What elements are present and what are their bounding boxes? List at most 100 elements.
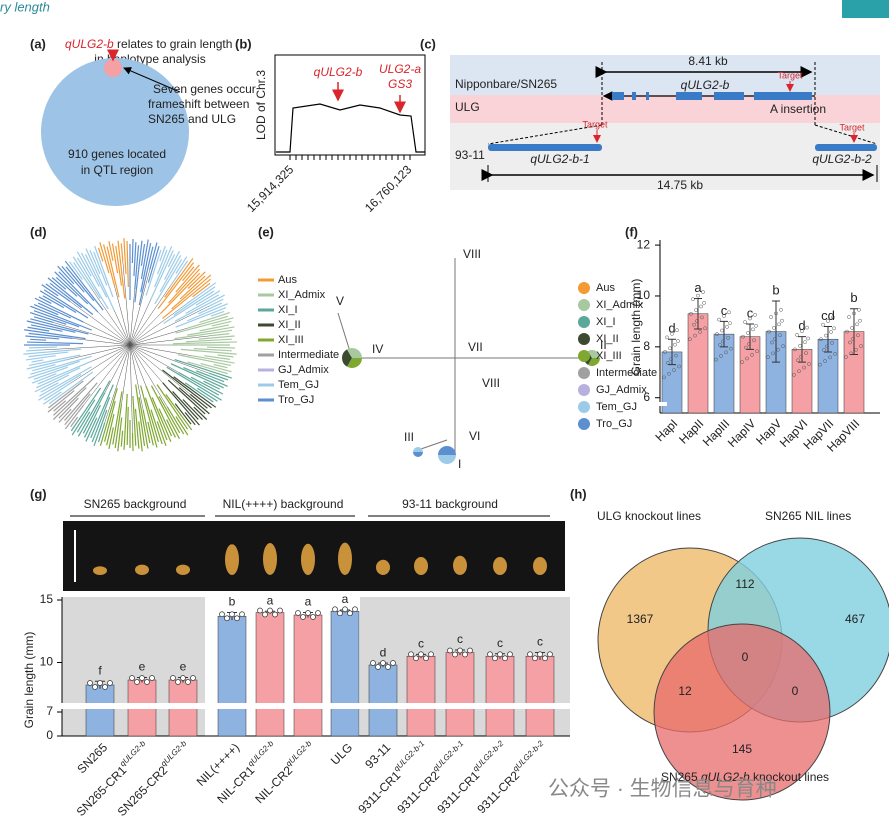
line xyxy=(91,344,131,362)
significance-letter: e xyxy=(180,660,187,674)
sample-dot xyxy=(676,339,680,343)
line xyxy=(129,313,161,346)
error-bar xyxy=(694,298,702,330)
significance-letter: cd xyxy=(821,308,835,323)
label: Grain length (mm) xyxy=(22,632,36,729)
sample-dot xyxy=(670,331,674,336)
line xyxy=(36,367,81,389)
title-line: qULG2-b relates to grain length xyxy=(65,37,232,51)
line xyxy=(84,254,108,298)
line xyxy=(43,289,89,319)
sample-dot xyxy=(755,349,759,354)
venn-count: 1367 xyxy=(627,612,654,626)
line xyxy=(58,397,79,419)
line xyxy=(28,354,81,367)
sample-dot xyxy=(300,614,306,620)
line xyxy=(113,308,131,346)
venn-count: 145 xyxy=(732,742,752,756)
line xyxy=(129,269,151,346)
legend-label: Tem_GJ xyxy=(596,401,637,413)
sample-dot xyxy=(342,606,348,613)
sample-dot xyxy=(380,660,386,666)
sample-dot xyxy=(701,290,705,294)
sample-dot xyxy=(772,326,776,330)
line xyxy=(159,255,182,293)
bar xyxy=(330,611,360,737)
line xyxy=(166,406,185,435)
line xyxy=(180,348,237,355)
sample-dot xyxy=(507,651,513,658)
line xyxy=(90,384,114,439)
significance-letter: c xyxy=(747,305,754,320)
line xyxy=(48,371,94,405)
label: 8.41 kb xyxy=(688,54,728,68)
line xyxy=(25,355,56,361)
gene-bar xyxy=(815,144,877,151)
sample-dot xyxy=(851,337,855,341)
sample-dot xyxy=(719,354,723,358)
line xyxy=(33,310,80,328)
line xyxy=(140,239,149,280)
sample-dot xyxy=(747,342,751,346)
sample-dot xyxy=(452,651,458,658)
sample-dot xyxy=(267,607,273,614)
category-name: NIL-CR2 xyxy=(252,763,295,806)
line xyxy=(121,344,131,405)
line xyxy=(135,384,146,447)
significance-letter: d xyxy=(668,321,675,336)
line xyxy=(162,369,212,409)
sample-dot xyxy=(699,304,703,309)
sample-dot xyxy=(669,357,673,362)
sample-dot xyxy=(457,647,463,654)
line xyxy=(174,403,192,425)
label: SN265 NIL lines xyxy=(765,509,851,523)
x-tick-label: 16,760,123 xyxy=(362,162,415,215)
sample-dot xyxy=(447,647,453,654)
line xyxy=(132,395,137,446)
line xyxy=(72,256,101,300)
legend-swatch xyxy=(578,282,590,294)
line xyxy=(203,380,221,390)
line xyxy=(138,397,149,449)
line xyxy=(175,317,234,334)
sample-dot xyxy=(234,615,240,622)
y-tick-label: 12 xyxy=(637,237,651,251)
label: Seven genes occur xyxy=(153,82,256,96)
line xyxy=(211,320,232,327)
corner-logo xyxy=(842,0,889,18)
venn-count: 0 xyxy=(792,684,799,698)
sample-dot xyxy=(804,351,808,355)
line xyxy=(170,260,189,286)
sample-dot xyxy=(741,334,745,339)
line xyxy=(150,409,163,445)
line xyxy=(82,392,106,434)
exon xyxy=(612,92,624,100)
line xyxy=(178,372,220,396)
line xyxy=(64,393,91,426)
line xyxy=(147,421,154,446)
legend-label: XI_I xyxy=(596,316,616,328)
line xyxy=(150,250,174,300)
line xyxy=(487,124,603,145)
legend-swatch xyxy=(578,316,590,328)
exon xyxy=(754,92,812,100)
sample-dot xyxy=(97,680,103,686)
line xyxy=(117,417,123,452)
sample-dot xyxy=(852,311,856,316)
node-slice xyxy=(588,350,600,358)
sample-dot xyxy=(828,355,832,360)
sample-dot xyxy=(149,675,155,681)
y-tick-label: 10 xyxy=(637,288,651,302)
line xyxy=(83,321,131,346)
line xyxy=(165,393,193,431)
line xyxy=(43,382,72,401)
sample-dot xyxy=(692,322,696,327)
line xyxy=(129,289,136,346)
sample-dot xyxy=(185,679,191,685)
line xyxy=(177,354,232,367)
legend-label: XI_III xyxy=(278,334,304,346)
sample-dot xyxy=(219,611,225,618)
line xyxy=(53,322,131,346)
sample-dot xyxy=(688,337,692,342)
sample-dot xyxy=(497,651,503,658)
